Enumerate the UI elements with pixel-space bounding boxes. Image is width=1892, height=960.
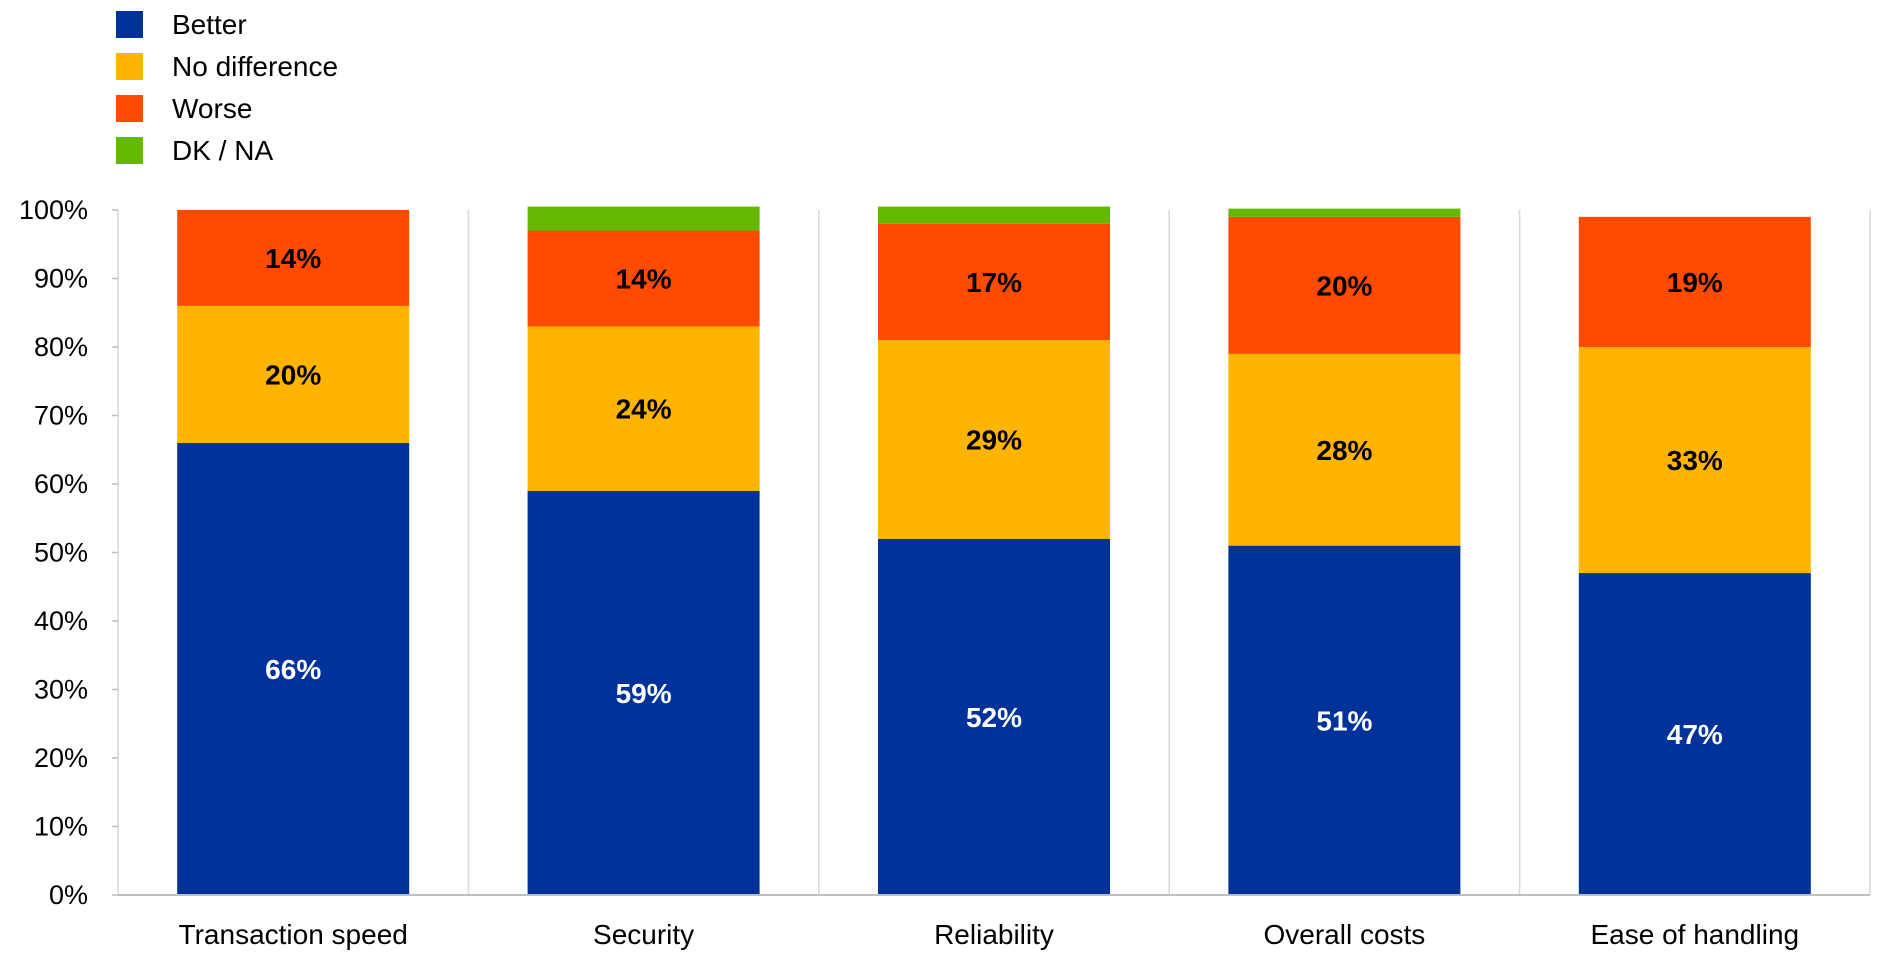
x-axis: Transaction speed Security Reliability Over… xyxy=(118,894,1870,950)
data-label: 33% xyxy=(1667,445,1723,476)
data-label: 29% xyxy=(966,424,1022,455)
bar-overall-costs-worse xyxy=(1228,216,1461,354)
y-tick-label: 60% xyxy=(34,469,88,499)
x-tick-label: Ease of handling xyxy=(1590,919,1799,950)
bar-reliability-worse xyxy=(878,223,1110,341)
data-label: 14% xyxy=(616,264,672,295)
legend-swatch-better xyxy=(116,11,143,38)
y-tick-label: 20% xyxy=(34,743,88,773)
y-tick-label: 0% xyxy=(49,880,88,910)
bar-reliability-no-difference xyxy=(878,340,1110,539)
x-tick-label: Transaction speed xyxy=(179,919,408,950)
y-tick-label: 80% xyxy=(34,332,88,362)
legend-label: DK / NA xyxy=(172,135,273,166)
gridlines xyxy=(117,210,1871,895)
x-tick-label: Overall costs xyxy=(1263,919,1425,950)
data-label: 47% xyxy=(1667,719,1723,750)
data-label: 52% xyxy=(966,702,1022,733)
y-tick-label: 40% xyxy=(34,606,88,636)
data-label: 28% xyxy=(1316,435,1372,466)
bar-security-dk-na xyxy=(527,206,760,231)
bar-ease-of-handling-better xyxy=(1578,573,1811,895)
data-label: 20% xyxy=(265,359,321,390)
legend-swatch-worse xyxy=(116,95,143,122)
bars: 66% 20% 14% 59% 24% 14% 52% 29% 17% 51% 28% 20% 47% 3… xyxy=(177,206,1811,895)
y-tick-label: 50% xyxy=(34,538,88,568)
bar-security-worse xyxy=(527,230,760,327)
bar-transaction-speed-better xyxy=(177,442,410,895)
data-label: 59% xyxy=(616,678,672,709)
y-axis: 0% 10% 20% 30% 40% 50% 60% 70% 80% 90% 100% xyxy=(19,195,118,910)
bar-ease-of-handling-worse xyxy=(1578,216,1811,347)
data-label: 14% xyxy=(265,243,321,274)
y-tick-label: 100% xyxy=(19,195,88,225)
data-label: 66% xyxy=(265,654,321,685)
bar-overall-costs-no-difference xyxy=(1228,353,1461,546)
bar-security-better xyxy=(527,490,760,895)
legend-swatch-no-difference xyxy=(116,53,143,80)
x-tick-label: Security xyxy=(593,919,694,950)
legend: Better No difference Worse DK / NA xyxy=(116,9,338,166)
bar-transaction-speed-worse xyxy=(177,210,410,306)
y-tick-label: 10% xyxy=(34,812,88,842)
data-label: 51% xyxy=(1316,705,1372,736)
data-label: 24% xyxy=(616,394,672,425)
data-label: 17% xyxy=(966,267,1022,298)
y-tick-label: 30% xyxy=(34,675,88,705)
y-tick-label: 90% xyxy=(34,264,88,294)
bar-security-no-difference xyxy=(527,326,760,491)
bar-ease-of-handling-no-difference xyxy=(1578,347,1811,574)
legend-swatch-dk-na xyxy=(116,137,143,164)
y-tick-label: 70% xyxy=(34,401,88,431)
legend-label: No difference xyxy=(172,51,338,82)
bar-transaction-speed-no-difference xyxy=(177,305,410,443)
bar-overall-costs-dk-na xyxy=(1228,208,1461,217)
bar-reliability-dk-na xyxy=(878,206,1110,224)
bar-overall-costs-better xyxy=(1228,545,1461,895)
legend-label: Worse xyxy=(172,93,252,124)
data-label: 20% xyxy=(1316,270,1372,301)
data-label: 19% xyxy=(1667,267,1723,298)
x-tick-label: Reliability xyxy=(934,919,1054,950)
legend-label: Better xyxy=(172,9,247,40)
bar-reliability-better xyxy=(878,538,1110,895)
